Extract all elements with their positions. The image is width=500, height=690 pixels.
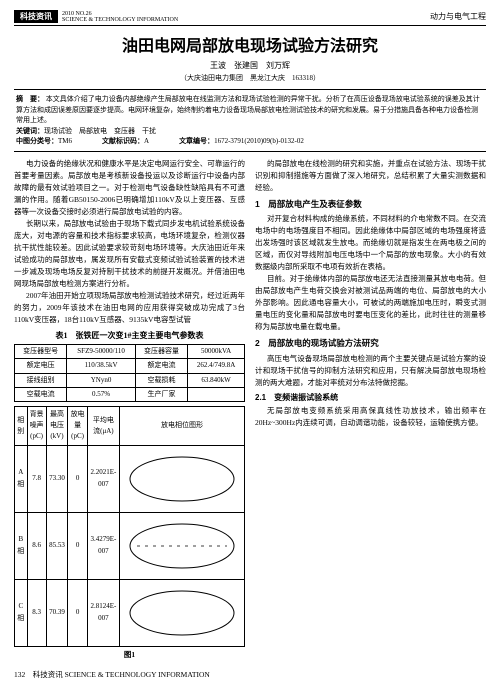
section-heading: 2 局部放电的现场试验方法研究 xyxy=(255,337,486,351)
table-cell: 3.4279E-007 xyxy=(87,512,119,579)
table-cell: 空载损耗 xyxy=(135,373,187,387)
table-header: 平均电流(μA) xyxy=(87,407,119,446)
para: 目前。对于绝缘体内部的局部放电还无法直接测量其放电电荷。但由局部放电产生电荷交换… xyxy=(255,273,486,333)
table-cell: 63.840kW xyxy=(188,373,245,387)
table-cell: 0 xyxy=(68,512,88,579)
table-cell: 0 xyxy=(68,579,88,646)
left-column: 电力设备的绝缘状况和健康水平是决定电网运行安全、可靠运行的首要考量因素。局部放电… xyxy=(14,158,245,661)
table1: 变压器型号SFZ9-50000/110变压器容量50000kVA 额定电压110/… xyxy=(14,344,245,402)
table-cell: 生产厂家 xyxy=(135,387,187,401)
discharge-phase-diagram xyxy=(120,445,245,512)
table-cell: 2.2021E-007 xyxy=(87,445,119,512)
table-cell: 262.4/749.8A xyxy=(188,359,245,373)
header-issue: 2010 NO.26 SCIENCE & TECHNOLOGY INFORMAT… xyxy=(62,11,178,23)
table-cell: 8.6 xyxy=(27,512,46,579)
table-cell: 变压器容量 xyxy=(135,345,187,359)
table-cell: C相 xyxy=(15,579,28,646)
para: 的局部放电在线检测的研究和实施，并重点在试验方法、现场干扰识别和抑制措施等方面做… xyxy=(255,158,486,194)
abstract-block: 摘 要： 本文具体介绍了电力设备内部绝缘产生局部放电在线监测方法和现场试验检测的… xyxy=(14,89,486,152)
articleno-label: 文章编号： xyxy=(179,136,214,147)
para: 2007年油田开始立项现场局部放电检测试验技术研究，经过近两年的努力，2009年… xyxy=(14,290,245,326)
abstract-text: 本文具体介绍了电力设备内部绝缘产生局部放电在线监测方法和现场试验检测的异常干扰。… xyxy=(16,95,480,124)
table-cell: 2.8124E-007 xyxy=(87,579,119,646)
header-section: 动力与电气工程 xyxy=(430,11,486,22)
footer: 132 科技资讯 SCIENCE & TECHNOLOGY INFORMATIO… xyxy=(14,669,486,680)
big-table: 相别背景噪声(pC)最高电压(kV)放电量(pC)平均电流(μA)放电相位图形 … xyxy=(14,406,245,647)
table-header: 最高电压(kV) xyxy=(46,407,68,446)
table-cell: 70.39 xyxy=(46,579,68,646)
table-header: 放电相位图形 xyxy=(120,407,245,446)
table-cell: 73.30 xyxy=(46,445,68,512)
table-cell xyxy=(188,387,245,401)
right-column: 的局部放电在线检测的研究和实施，并重点在试验方法、现场干扰识别和抑制措施等方面做… xyxy=(255,158,486,661)
table-cell: 85.53 xyxy=(46,512,68,579)
table-cell: 0 xyxy=(68,445,88,512)
table-cell: 额定电压 xyxy=(15,359,67,373)
table-cell: 7.8 xyxy=(27,445,46,512)
paper-title: 油田电网局部放电现场试验方法研究 xyxy=(14,32,486,56)
section-heading: 1 局部放电产生及表征参数 xyxy=(255,198,486,212)
page-number: 132 xyxy=(14,670,25,679)
table-cell: A相 xyxy=(15,445,28,512)
keywords-text: 现场试验 局部放电 变压器 干扰 xyxy=(44,126,156,137)
table-cell: 额定电流 xyxy=(135,359,187,373)
doccode-label: 文献标识码： xyxy=(102,136,144,147)
subsection-heading: 2.1 变频谐振试验系统 xyxy=(255,392,486,405)
table-cell: 8.3 xyxy=(27,579,46,646)
table-cell: 50000kVA xyxy=(188,345,245,359)
footer-journal: 科技资讯 SCIENCE & TECHNOLOGY INFORMATION xyxy=(33,670,210,679)
para: 电力设备的绝缘状况和健康水平是决定电网运行安全、可靠运行的首要考量因素。局部放电… xyxy=(14,158,245,218)
table1-caption: 表1 张铁匠一次变1#主变主要电气参数表 xyxy=(14,330,245,343)
table-cell: YNyn0 xyxy=(67,373,136,387)
affiliation: （大庆油田电力集团 黑龙江大庆 163318） xyxy=(14,73,486,83)
articleno-text: 1672-3791(2010)09(b)-0132-02 xyxy=(214,136,304,147)
para: 长期以来，局部放电试验由于现场下载式同步发电机试验系统设备庞大，对电源的容量和技… xyxy=(14,218,245,290)
table-header: 放电量(pC) xyxy=(68,407,88,446)
para: 高压电气设备现场局部放电检测的两个主要关键点是试验方案的设计和现场干扰信号的抑制… xyxy=(255,353,486,389)
table-cell: 空载电流 xyxy=(15,387,67,401)
table-cell: SFZ9-50000/110 xyxy=(67,345,136,359)
para: 无局部放电变频系统采用高保真线性功放技术，输出频率在20Hz~300Hz内连续可… xyxy=(255,405,486,429)
table-cell: B相 xyxy=(15,512,28,579)
table-cell: 0.57% xyxy=(67,387,136,401)
discharge-phase-diagram xyxy=(120,579,245,646)
clc-label: 中图分类号： xyxy=(16,136,58,147)
para: 对开复合材料构成的绝缘系统，不同材料的介电常数不同。在交流电场中的电场强度目不相… xyxy=(255,213,486,273)
authors: 王波 张建国 刘万辉 xyxy=(14,60,486,71)
header-badge: 科技资讯 xyxy=(14,10,58,23)
clc-text: TM6 xyxy=(58,136,72,147)
table-cell: 接线组别 xyxy=(15,373,67,387)
abstract-label: 摘 要： xyxy=(16,95,44,103)
table-header: 相别 xyxy=(15,407,28,446)
table-header: 背景噪声(pC) xyxy=(27,407,46,446)
keywords-label: 关键词： xyxy=(16,126,44,137)
discharge-phase-diagram xyxy=(120,512,245,579)
fig1-caption: 图1 xyxy=(14,649,245,661)
table-cell: 110/38.5kV xyxy=(67,359,136,373)
table-cell: 变压器型号 xyxy=(15,345,67,359)
